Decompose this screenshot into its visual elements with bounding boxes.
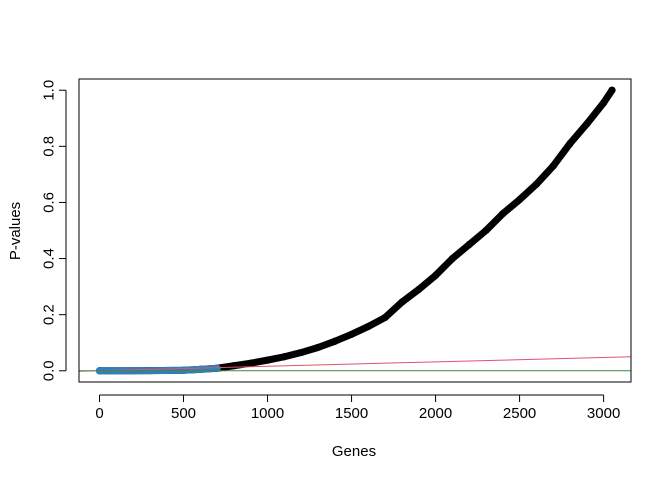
y-tick-label-1: 0.2	[41, 304, 58, 325]
data-point-0-11	[331, 337, 339, 345]
data-point-0-18	[448, 254, 456, 263]
data-point-0-16	[415, 285, 423, 294]
data-point-0-14	[381, 313, 389, 322]
x-tick-label-2: 1000	[251, 405, 284, 422]
y-tick-label-4: 0.8	[41, 136, 58, 157]
data-point-0-15	[398, 298, 406, 306]
x-tick-label-0: 0	[95, 405, 103, 422]
y-tick-label-5: 1.0	[41, 80, 58, 101]
data-point-0-28	[608, 86, 616, 94]
data-point-0-13	[364, 322, 372, 331]
y-tick-label-2: 0.4	[41, 248, 58, 269]
x-tick-label-5: 2500	[503, 405, 536, 422]
y-tick-label-0: 0.0	[41, 360, 58, 381]
data-point-0-21	[499, 210, 507, 218]
x-axis-label: Genes	[332, 443, 376, 460]
x-tick-label-6: 3000	[587, 405, 620, 422]
data-point-1-4	[196, 365, 204, 373]
data-point-0-8	[280, 353, 288, 361]
data-point-1-3	[179, 366, 188, 374]
data-point-0-12	[347, 330, 356, 338]
data-point-0-7	[263, 356, 272, 364]
plot-frame	[78, 78, 632, 383]
x-axis: 0 500 1000 1500 2000 2500 3000	[95, 394, 620, 422]
data-point-0-23	[532, 180, 541, 188]
data-point-1-5	[213, 364, 221, 372]
point-band-0	[96, 86, 616, 375]
data-point-0-19	[465, 240, 473, 249]
data-point-0-26	[583, 120, 591, 128]
data-point-0-22	[515, 196, 524, 204]
y-axis-label: P-values	[7, 202, 24, 260]
plot-area	[78, 78, 632, 383]
data-point-0-10	[314, 343, 322, 352]
x-tick-label-4: 2000	[419, 405, 452, 422]
data-point-0-5	[230, 362, 238, 370]
y-axis: 0.0 0.2 0.4 0.6 0.8 1.0	[41, 80, 67, 381]
data-point-0-27	[600, 99, 608, 107]
data-point-0-24	[549, 162, 557, 170]
data-point-0-20	[482, 226, 490, 235]
data-point-0-9	[297, 348, 305, 357]
plot-series	[79, 86, 631, 375]
reference-line-2	[79, 356, 631, 372]
y-tick-label-3: 0.6	[41, 192, 58, 213]
x-tick-label-1: 500	[171, 405, 196, 422]
x-tick-label-3: 1500	[335, 405, 368, 422]
data-point-0-25	[566, 139, 574, 148]
data-point-0-17	[431, 271, 440, 279]
data-point-0-6	[247, 359, 255, 367]
